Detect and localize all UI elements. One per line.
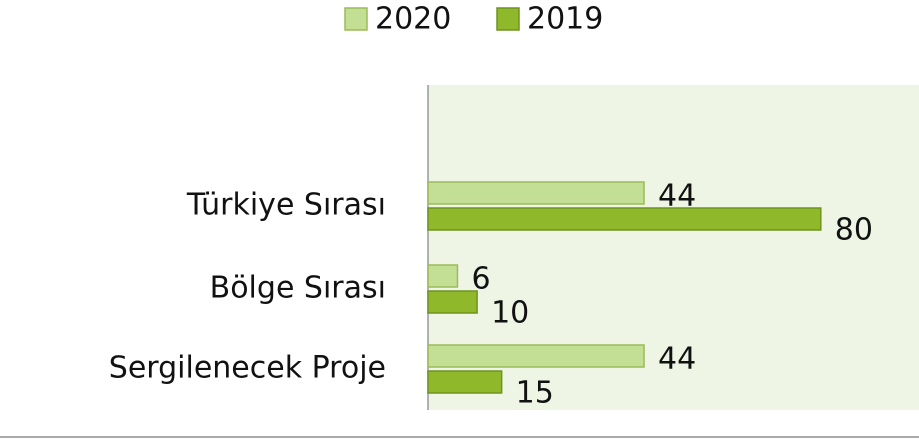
data-label: 6 <box>471 262 490 297</box>
data-label: 44 <box>658 342 696 377</box>
legend-label: 2019 <box>527 2 603 37</box>
y-tick-label: Bölge Sırası <box>210 271 386 306</box>
legend-swatch <box>344 7 368 31</box>
legend-swatch <box>496 7 520 31</box>
y-tick-label: Sergilenecek Proje <box>109 351 386 386</box>
y-tick-label: Türkiye Sırası <box>186 188 386 223</box>
data-label: 15 <box>516 376 554 411</box>
bar <box>427 207 822 231</box>
bar <box>427 290 478 314</box>
data-label: 10 <box>491 296 529 331</box>
bar <box>427 181 645 205</box>
bar <box>427 264 459 288</box>
legend-label: 2020 <box>375 2 451 37</box>
bar <box>427 370 503 394</box>
bar <box>427 344 645 368</box>
data-label: 80 <box>835 213 873 248</box>
